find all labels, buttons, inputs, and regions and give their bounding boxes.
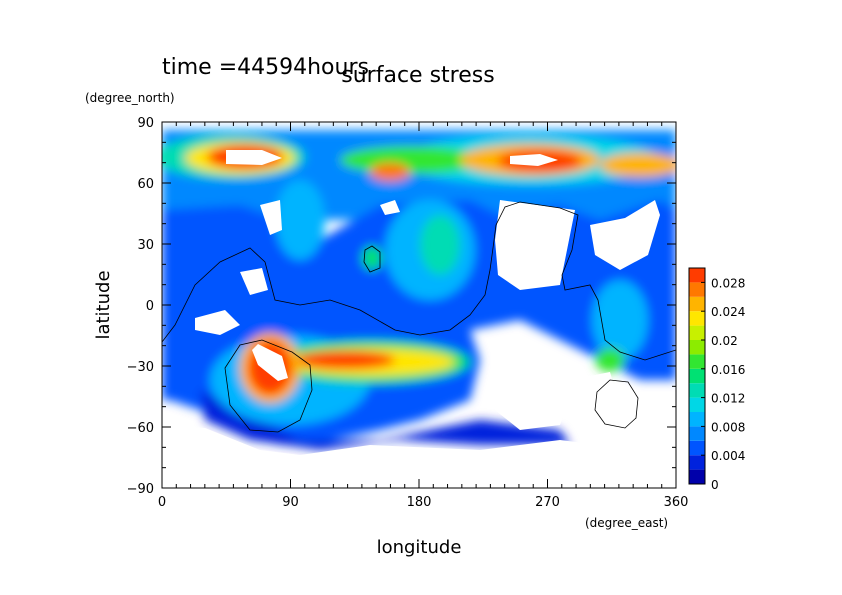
hole-2 [495, 200, 575, 290]
hole-south [162, 425, 676, 488]
y-tick-label: −90 [127, 482, 154, 497]
interior-2 [420, 215, 460, 275]
x-tick-label: 360 [664, 495, 689, 510]
coastline-1 [162, 201, 676, 361]
colorbar-swatch [689, 412, 705, 427]
interior-3 [275, 180, 325, 260]
hole-6 [580, 372, 615, 395]
stress-field [162, 122, 676, 488]
x-axis-ticks: 0 90 180 270 360 [158, 122, 689, 510]
y-tick-label: −30 [127, 360, 154, 375]
x-axis-label: longitude [377, 537, 462, 558]
colorbar-swatch [689, 296, 705, 312]
interior-4 [362, 246, 382, 270]
y-tick-label: −60 [127, 421, 154, 436]
colorbar-tick-label: 0.016 [711, 363, 745, 377]
np-band-3 [340, 146, 480, 174]
hole-8 [252, 344, 288, 381]
y-tick-label: 30 [137, 238, 154, 253]
x-unit-label: (degree_east) [585, 516, 668, 530]
colorbar-swatch [689, 340, 705, 355]
colorbar-swatch [689, 282, 705, 297]
coastline-4 [594, 379, 639, 429]
np-band-7 [370, 163, 410, 181]
colorbar-swatch [689, 268, 705, 283]
x-tick-label: 0 [158, 495, 166, 510]
hole-5 [495, 380, 570, 430]
st-4 [295, 351, 395, 369]
coastline-2 [224, 339, 313, 433]
colorbar-tick-label: 0.024 [711, 305, 745, 319]
colorbar-swatch [689, 311, 705, 326]
colorbar-tick-label: 0.02 [711, 334, 738, 348]
x-tick-label: 90 [282, 495, 299, 510]
hole-9 [226, 150, 282, 165]
colorbar-tick-label: 0.028 [711, 276, 745, 290]
hole-4 [195, 310, 240, 335]
time-label: time =44594hours [162, 55, 369, 80]
colorbar-swatch [689, 354, 705, 369]
colorbar-tick-label: 0 [711, 478, 719, 492]
coastline-3 [363, 245, 381, 273]
y-axis-ticks: 90 60 30 0 −30 −60 −90 [127, 116, 676, 497]
chart-title: surface stress [341, 63, 494, 88]
y-tick-label: 60 [137, 177, 154, 192]
x-tick-label: 180 [407, 495, 432, 510]
south-band [200, 390, 570, 450]
y-tick-label: 0 [146, 299, 154, 314]
colorbar-swatch [689, 325, 705, 340]
y-axis-label: latitude [93, 270, 114, 339]
colorbar-tick-label: 0.008 [711, 420, 745, 434]
colorbar: 0.028 0.024 0.02 0.016 0.012 0.008 0.004 0 [688, 267, 745, 492]
colorbar-tick-label: 0.012 [711, 392, 745, 406]
hole-11 [380, 200, 400, 215]
colorbar-swatch [689, 440, 705, 456]
colorbar-swatch [689, 368, 705, 384]
colorbar-swatch [689, 383, 705, 398]
np-band-6 [600, 153, 676, 177]
hole-3 [590, 200, 660, 270]
y-tick-label: 90 [137, 116, 154, 131]
x-tick-label: 270 [535, 495, 560, 510]
colorbar-swatch [689, 397, 705, 412]
interior-5 [592, 280, 648, 360]
st-7 [595, 348, 625, 372]
colorbar-swatch [689, 469, 705, 484]
y-unit-label: (degree_north) [85, 91, 175, 105]
hole-10 [510, 154, 558, 166]
colorbar-frame [688, 267, 706, 485]
colorbar-tick-label: 0.004 [711, 449, 745, 463]
hole-12 [240, 268, 268, 295]
colorbar-swatch [689, 455, 705, 470]
colorbar-swatch [689, 426, 705, 441]
hole-1 [260, 200, 282, 235]
